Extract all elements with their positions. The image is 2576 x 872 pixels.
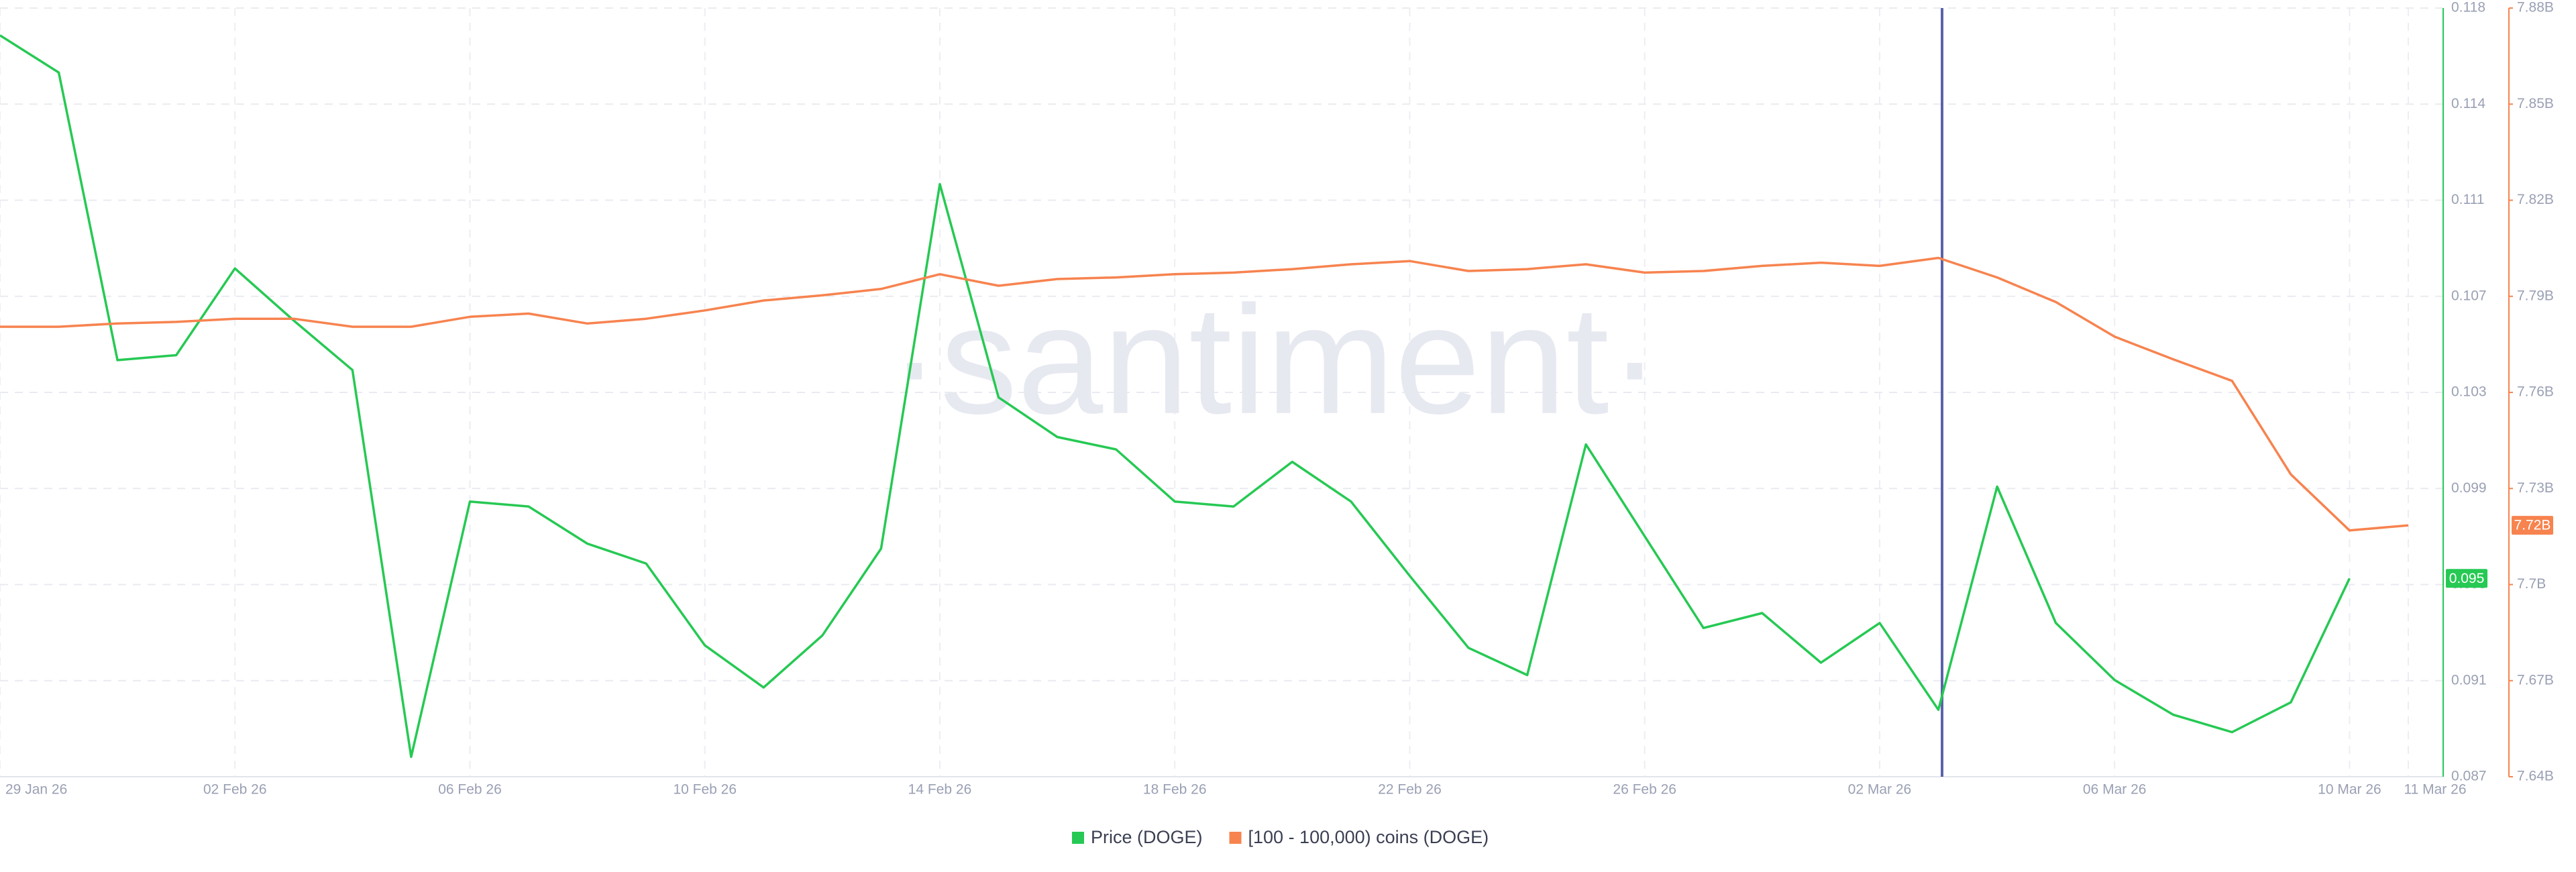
y2-tick-label: 7.7B [2517,576,2546,592]
y2-tick-label: 7.82B [2517,192,2554,207]
value-badge [2446,569,2487,588]
x-tick-label: 22 Feb 26 [1378,782,1442,798]
legend-swatch [1229,832,1242,844]
legend-label: Price (DOGE) [1091,827,1203,847]
legend-swatch [1072,832,1084,844]
x-tick-label: 02 Feb 26 [203,782,267,798]
x-tick-label: 06 Feb 26 [438,782,502,798]
x-tick-label: 11 Mar 26 [2404,782,2467,798]
y-tick-label: 0.091 [2451,672,2487,688]
x-tick-label: 29 Jan 26 [5,782,67,798]
legend-label: [100 - 100,000) coins (DOGE) [1248,827,1489,847]
y-tick-label: 0.114 [2451,96,2485,111]
x-tick-label: 06 Mar 26 [2083,782,2147,798]
y-tick-label: 0.099 [2451,480,2487,496]
y-tick-label: 0.111 [2451,192,2484,207]
y2-tick-label: 7.88B [2517,0,2554,15]
series-line [0,34,2351,759]
y2-tick-label: 7.85B [2517,96,2554,111]
value-label: 7.72B [2514,518,2551,533]
y-tick-label: 0.118 [2451,0,2485,15]
value-label: 0.095 [2449,571,2485,586]
legend: Price (DOGE) [100 - 100,000) coins (DOGE) [1072,827,1489,847]
y2-tick-label: 7.67B [2517,672,2554,688]
y2-tick-label: 7.73B [2517,480,2554,496]
y2-tick-label: 7.79B [2517,288,2554,303]
y2-tick-label: 7.64B [2517,769,2554,784]
x-tick-label: 14 Feb 26 [908,782,972,798]
y-tick-label: 0.103 [2451,384,2487,400]
x-tick-label: 18 Feb 26 [1143,782,1207,798]
x-tick-label: 10 Feb 26 [673,782,737,798]
y2-tick-label: 7.76B [2517,384,2554,400]
x-tick-label: 26 Feb 26 [1613,782,1676,798]
y-tick-label: 0.107 [2451,288,2487,303]
value-badge [2512,516,2553,535]
plot: 0.095 7.72B [0,34,2553,759]
series-line [0,256,2409,532]
x-tick-label: 02 Mar 26 [1848,782,1912,798]
grid: 0.087 0.091 0.095 0.099 0.103 0.107 0.111 0.114… [0,0,2554,798]
y-tick-label: 0.087 [2451,769,2487,784]
x-tick-label: 10 Mar 26 [2318,782,2381,798]
watermark: ·santiment· [889,274,1660,446]
